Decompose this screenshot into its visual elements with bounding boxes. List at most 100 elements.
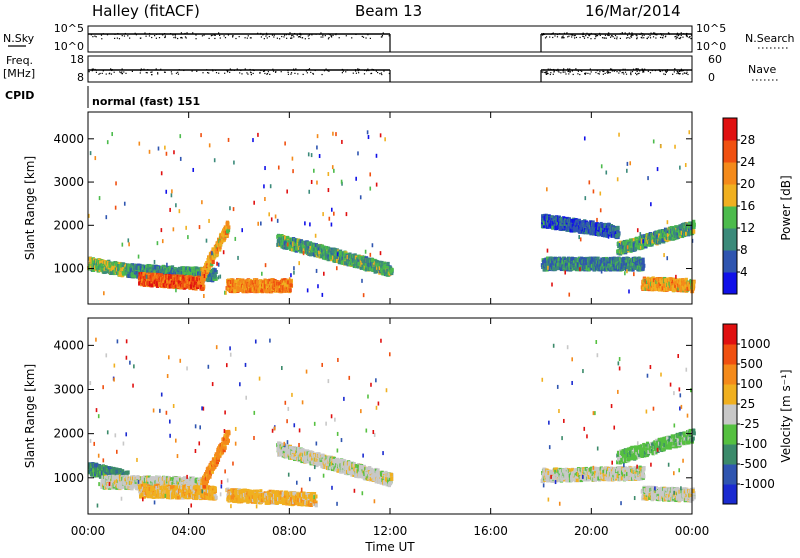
echo-cell [642, 258, 645, 262]
strip-dot [667, 71, 668, 72]
strip-dot [623, 73, 624, 74]
strip-dot [660, 37, 661, 38]
strip-dot [666, 72, 667, 73]
strip-dot [109, 73, 110, 74]
strip-dot [316, 34, 317, 35]
strip-dot [591, 33, 592, 34]
strip-dot [357, 68, 358, 69]
strip-dot [599, 33, 600, 34]
strip-dot [548, 69, 549, 70]
strip-dot [237, 68, 238, 69]
strip-dot [165, 35, 166, 36]
strip-dot [251, 37, 252, 38]
strip-dot [557, 34, 558, 35]
strip-dot [322, 36, 323, 37]
strip-dot [573, 74, 574, 75]
strip-dot [111, 70, 112, 71]
strip-dot [175, 34, 176, 35]
strip-dot [563, 68, 564, 69]
strip-dot [638, 73, 639, 74]
strip-dot [89, 71, 90, 72]
strip-dot [680, 73, 681, 74]
strip-dot [216, 72, 217, 73]
strip-dot [267, 37, 268, 38]
nave-tick-bottom: 0 [708, 71, 715, 84]
strip-dot [681, 35, 682, 36]
strip-dot [674, 36, 675, 37]
strip-dot [682, 73, 683, 74]
strip-dot [218, 32, 219, 33]
strip-dot [589, 73, 590, 74]
strip-dot [295, 68, 296, 69]
strip-dot [151, 74, 152, 75]
strip-dot [246, 72, 247, 73]
strip-dot [145, 36, 146, 37]
strip-dot [625, 69, 626, 70]
strip-dot [342, 69, 343, 70]
strip-dot [294, 70, 295, 71]
strip-dot [345, 71, 346, 72]
strip-dot [370, 38, 371, 39]
strip-dot [300, 33, 301, 34]
echo-cell [212, 260, 215, 264]
strip-dot [686, 33, 687, 34]
strip-dot [164, 33, 165, 34]
strip-dot [567, 36, 568, 37]
strip-dot [594, 38, 595, 39]
strip-dot [325, 35, 326, 36]
strip-dot [545, 37, 546, 38]
strip-dot [550, 72, 551, 73]
strip-dot [277, 38, 278, 39]
strip-dot [676, 34, 677, 35]
strip-dot [631, 36, 632, 37]
strip-dot [92, 70, 93, 71]
strip-dot [156, 68, 157, 69]
strip-dot [554, 35, 555, 36]
strip-dot [224, 35, 225, 36]
strip-dot [687, 36, 688, 37]
strip-dot [571, 34, 572, 35]
strip-dot [132, 71, 133, 72]
strip-dot [681, 32, 682, 33]
strip-dot [595, 72, 596, 73]
strip-dot [290, 38, 291, 39]
strip-dot [608, 32, 609, 33]
strip-dot [544, 72, 545, 73]
strip-dot [639, 70, 640, 71]
strip-dot [557, 69, 558, 70]
strip-dot [630, 74, 631, 75]
strip-dot [110, 68, 111, 69]
strip-dot [96, 70, 97, 71]
strip-dot [240, 70, 241, 71]
strip-dot [586, 33, 587, 34]
strip-dot [225, 37, 226, 38]
strip-dot [146, 72, 147, 73]
strip-dot [215, 35, 216, 36]
strip-dot [362, 36, 363, 37]
strip-dot [106, 73, 107, 74]
strip-dot [321, 74, 322, 75]
strip-dot [687, 74, 688, 75]
strip-dot [672, 74, 673, 75]
strip-dot [119, 38, 120, 39]
strip-dot [595, 34, 596, 35]
strip-dot [288, 74, 289, 75]
strip-dot [96, 36, 97, 37]
strip-dot [117, 33, 118, 34]
nsearch-tick-top: 10^5 [696, 22, 726, 35]
strip-dot [289, 32, 290, 33]
nsky-trace [88, 32, 692, 52]
strip-dot [547, 73, 548, 74]
strip-dot [552, 33, 553, 34]
strip-dot [311, 34, 312, 35]
strip-dot [589, 34, 590, 35]
strip-dot [121, 73, 122, 74]
strip-dot [129, 38, 130, 39]
strip-dot [614, 38, 615, 39]
strip-dot [614, 71, 615, 72]
strip-dot [576, 70, 577, 71]
strip-dot [171, 71, 172, 72]
strip-dot [582, 34, 583, 35]
strip-dot [183, 70, 184, 71]
strip-dot [608, 72, 609, 73]
